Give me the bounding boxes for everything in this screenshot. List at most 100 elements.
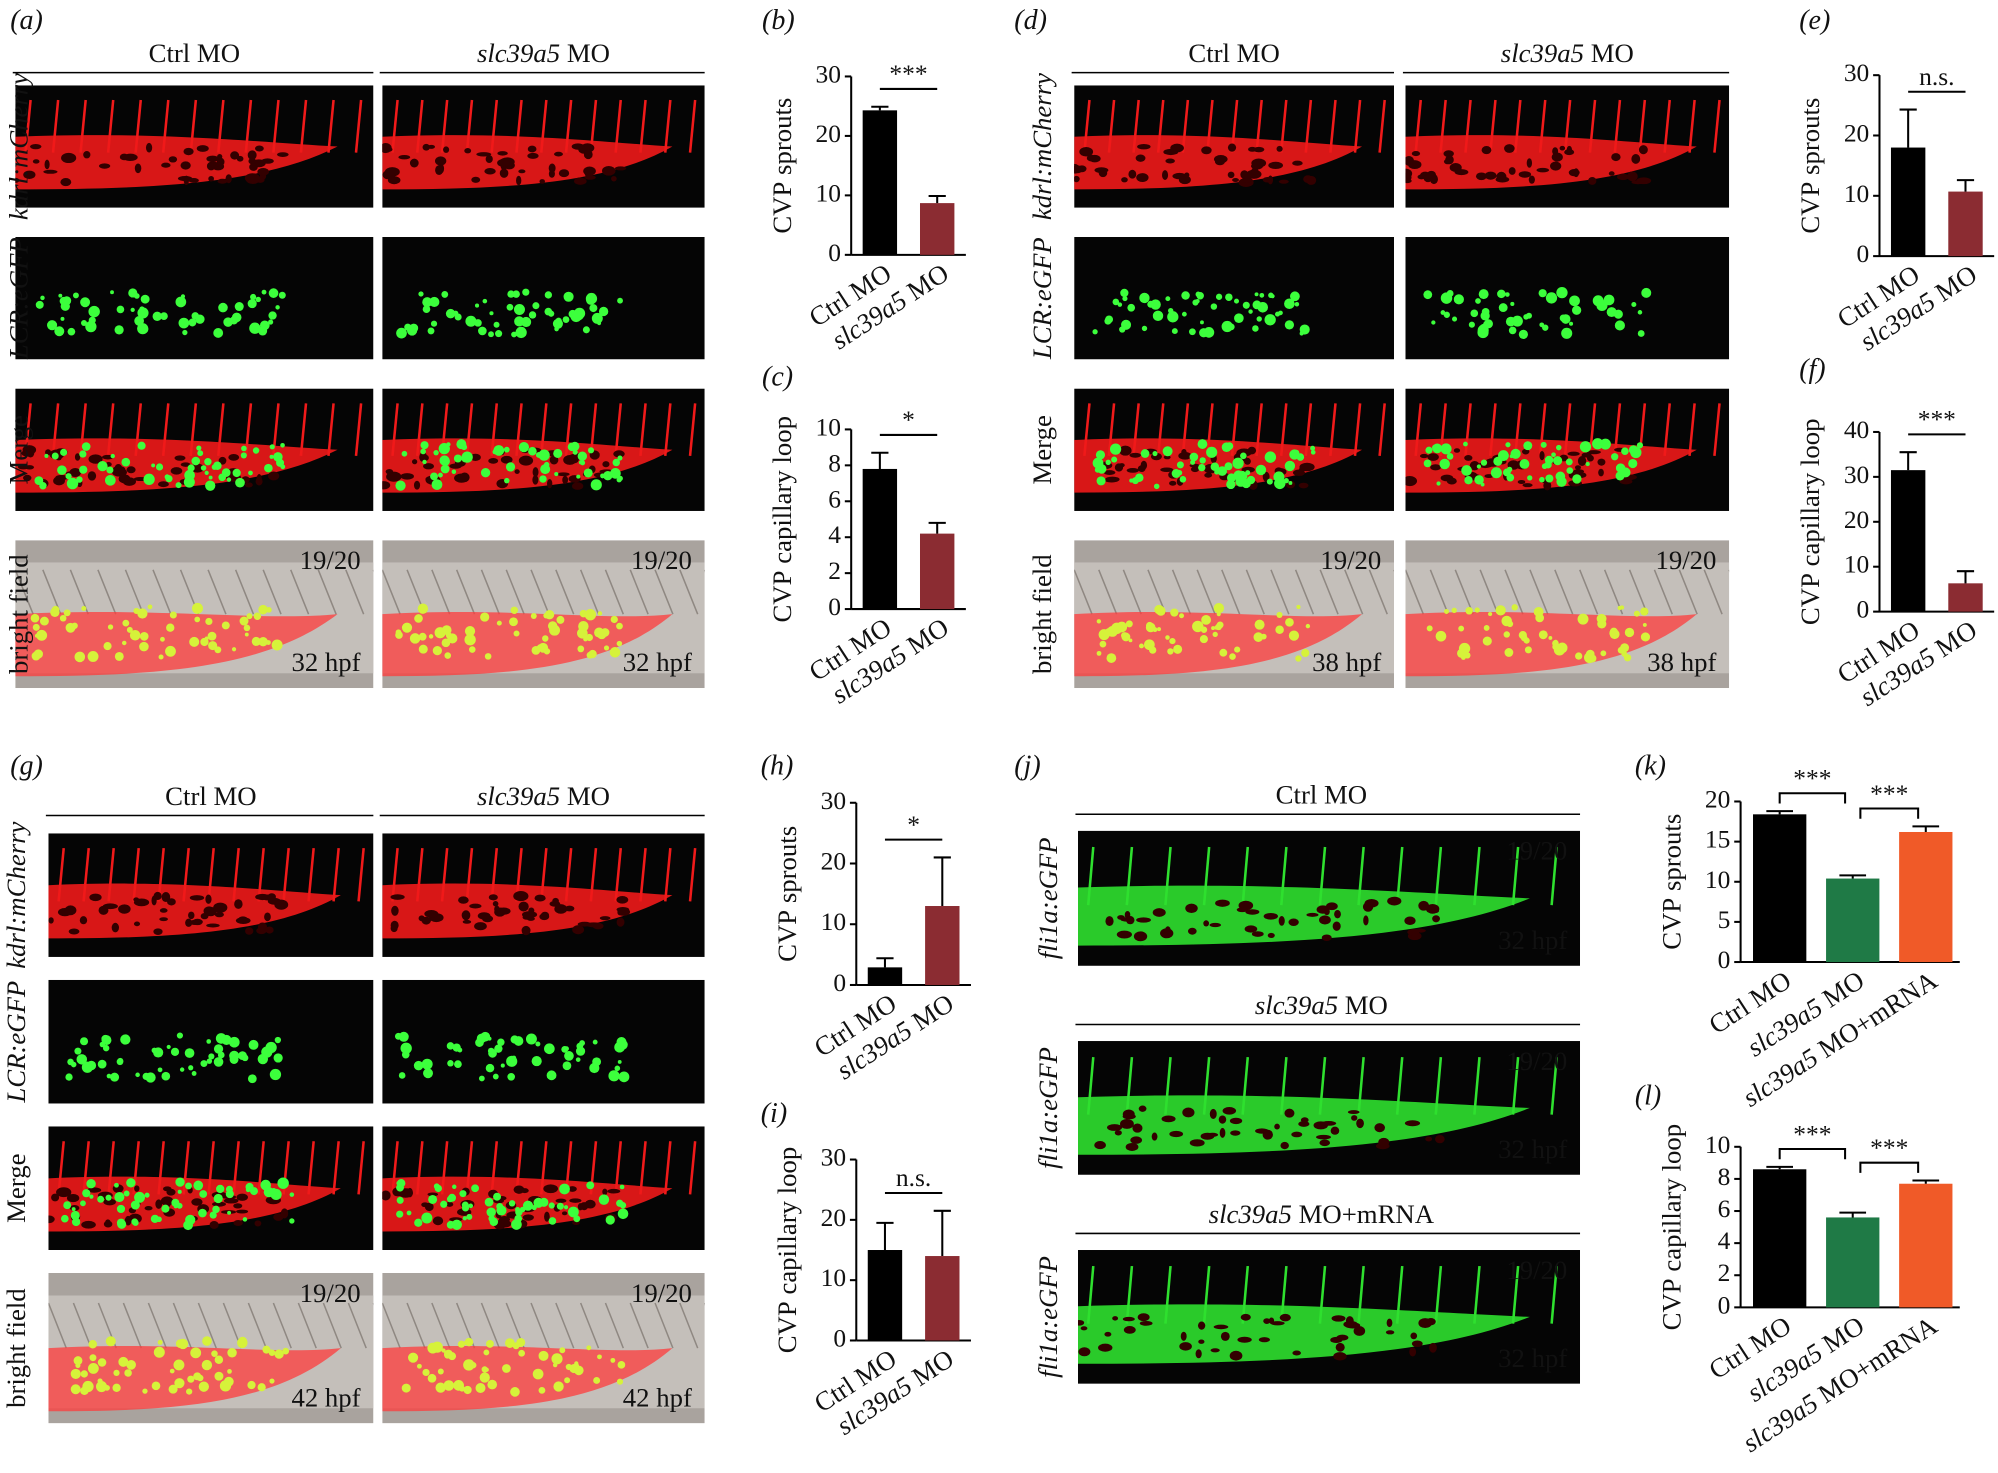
erythrocyte	[1270, 294, 1275, 299]
erythrocyte	[1505, 316, 1516, 327]
y-tick-label: 10	[821, 1263, 846, 1292]
erythrocyte	[1497, 289, 1506, 299]
micrograph	[1074, 85, 1395, 208]
isv	[307, 1141, 315, 1195]
lumen	[1551, 152, 1563, 162]
somite	[604, 569, 625, 615]
significance-bracket	[1859, 1161, 1920, 1173]
erythrocyte	[1544, 455, 1554, 465]
micrograph	[48, 979, 374, 1104]
somite	[322, 1302, 342, 1349]
lumen	[1573, 469, 1585, 474]
lumen	[569, 1198, 582, 1203]
lumen	[558, 169, 570, 178]
erythrocyte	[170, 1047, 180, 1056]
erythrocyte	[1516, 316, 1522, 323]
erythrocyte	[1278, 310, 1283, 316]
lumen	[1319, 1139, 1331, 1147]
erythrocyte	[86, 1178, 96, 1189]
erythrocyte	[511, 331, 517, 338]
erythrocyte	[483, 1349, 490, 1356]
lumen	[385, 468, 394, 475]
erythrocyte	[165, 645, 176, 657]
erythrocyte	[73, 1356, 83, 1365]
row-label: LCR:eGFP	[1027, 237, 1057, 360]
lumen	[391, 905, 399, 916]
erythrocyte	[567, 1206, 579, 1218]
erythrocyte	[416, 1363, 422, 1369]
row-label: Merge	[4, 415, 34, 484]
erythrocyte	[562, 316, 570, 323]
lumen	[280, 1208, 289, 1219]
lumen	[1215, 899, 1230, 907]
erythrocyte	[1446, 290, 1454, 297]
lumen	[1508, 167, 1516, 175]
erythrocyte	[190, 1347, 202, 1359]
erythrocyte	[80, 1200, 86, 1207]
erythrocyte	[1225, 293, 1233, 301]
erythrocyte	[88, 1339, 97, 1349]
lumen	[133, 897, 140, 902]
lumen	[469, 453, 481, 461]
micrograph	[1078, 1250, 1581, 1384]
erythrocyte	[468, 1203, 474, 1209]
y-tick-label: 4	[828, 520, 841, 549]
erythrocyte	[208, 475, 213, 480]
erythrocyte	[574, 1361, 579, 1366]
row-label: Merge	[1027, 415, 1057, 484]
erythrocyte	[464, 1337, 474, 1347]
erythrocyte	[211, 1350, 218, 1357]
erythrocyte	[51, 452, 59, 460]
erythrocyte	[543, 461, 550, 468]
erythrocyte	[240, 452, 247, 459]
erythrocyte	[161, 1204, 170, 1213]
erythrocyte	[427, 327, 435, 335]
erythrocyte	[1120, 288, 1129, 298]
erythrocyte	[247, 1074, 257, 1084]
micrograph	[1078, 1041, 1581, 1175]
erythrocyte	[539, 475, 547, 483]
image-bg	[382, 979, 705, 1104]
erythrocyte	[452, 310, 459, 317]
erythrocyte	[1493, 456, 1503, 466]
erythrocyte	[531, 1056, 542, 1067]
erythrocyte	[1266, 478, 1273, 485]
micrograph	[15, 540, 374, 689]
lumen	[1453, 448, 1461, 453]
erythrocyte	[270, 1187, 277, 1195]
lumen	[458, 896, 469, 904]
lumen	[158, 481, 169, 488]
erythrocyte	[1436, 481, 1441, 486]
y-tick-label: 20	[816, 119, 841, 148]
erythrocyte	[532, 1368, 544, 1380]
erythrocyte	[513, 1036, 524, 1046]
y-tick-label: 20	[1844, 118, 1869, 147]
erythrocyte	[76, 476, 83, 483]
lumen	[155, 1199, 163, 1209]
erythrocyte	[104, 474, 116, 486]
erythrocyte	[497, 1038, 505, 1046]
erythrocyte	[275, 305, 280, 310]
erythrocyte	[1310, 450, 1316, 455]
lumen	[1325, 902, 1338, 911]
lumen	[1160, 928, 1174, 939]
erythrocyte	[248, 1039, 259, 1050]
lumen	[423, 463, 435, 470]
erythrocyte	[1179, 476, 1187, 483]
erythrocyte	[1176, 461, 1184, 469]
lumen	[235, 917, 251, 924]
somite	[1294, 569, 1315, 615]
micrograph	[1074, 237, 1395, 360]
erythrocyte	[1483, 319, 1493, 329]
lumen	[1098, 1343, 1113, 1352]
somite	[1270, 569, 1290, 615]
erythrocyte	[446, 1042, 455, 1050]
erythrocyte	[137, 608, 148, 619]
erythrocyte	[40, 295, 45, 301]
lumen	[1165, 158, 1175, 164]
erythrocyte	[169, 611, 177, 619]
lumen	[1278, 179, 1289, 184]
erythrocyte	[593, 1376, 601, 1384]
erythrocyte	[610, 468, 621, 479]
lumen	[572, 482, 584, 490]
